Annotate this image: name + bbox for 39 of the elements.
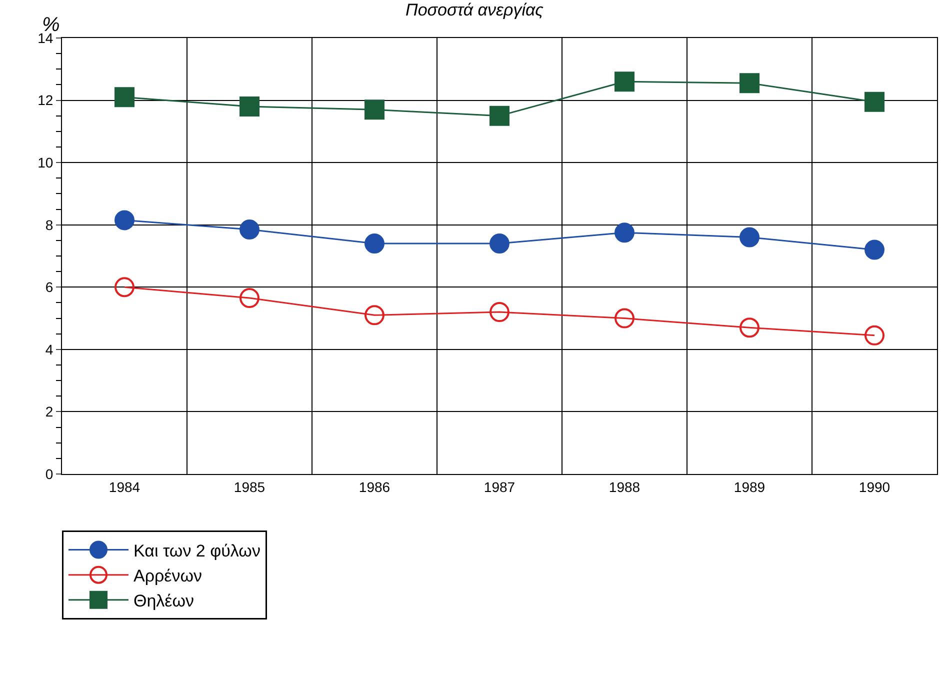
point — [364, 234, 384, 254]
point — [614, 72, 634, 92]
point — [114, 87, 134, 108]
y-tick-label: 12 — [38, 92, 54, 108]
point — [490, 106, 510, 126]
y-tick-label: 6 — [45, 279, 54, 296]
point — [864, 240, 884, 260]
point — [614, 308, 634, 328]
chart-title: Ποσοστά ανεργίας — [406, 0, 544, 20]
y-tick-label: 0 — [45, 466, 54, 482]
x-tick-label: 1984 — [108, 478, 140, 495]
point — [490, 234, 510, 254]
point — [114, 277, 134, 298]
point — [614, 222, 634, 243]
x-tick-label: 1990 — [858, 478, 890, 495]
point — [114, 210, 134, 230]
point — [364, 305, 384, 326]
point — [864, 325, 884, 346]
y-tick-label: 2 — [45, 404, 54, 420]
y-tick-label: 8 — [45, 216, 54, 233]
x-tick-label: 1987 — [484, 478, 516, 495]
x-tick-label: 1986 — [358, 478, 390, 495]
point — [740, 227, 760, 248]
point — [240, 288, 260, 308]
point — [740, 73, 760, 94]
point — [240, 220, 260, 240]
legend-label: Αρρένων — [134, 566, 202, 586]
point — [364, 100, 384, 120]
x-tick-label: 1988 — [608, 478, 640, 495]
point — [240, 96, 260, 117]
x-tick-label: 1985 — [234, 478, 266, 495]
point — [864, 92, 884, 112]
y-tick-label: 10 — [38, 154, 54, 170]
point — [490, 302, 510, 322]
legend-label: Θηλέων — [134, 592, 194, 611]
x-tick-label: 1989 — [734, 478, 766, 495]
point — [740, 318, 760, 338]
legend-label: Και των 2 φύλων — [134, 541, 260, 560]
y-tick-label: 4 — [45, 341, 54, 358]
